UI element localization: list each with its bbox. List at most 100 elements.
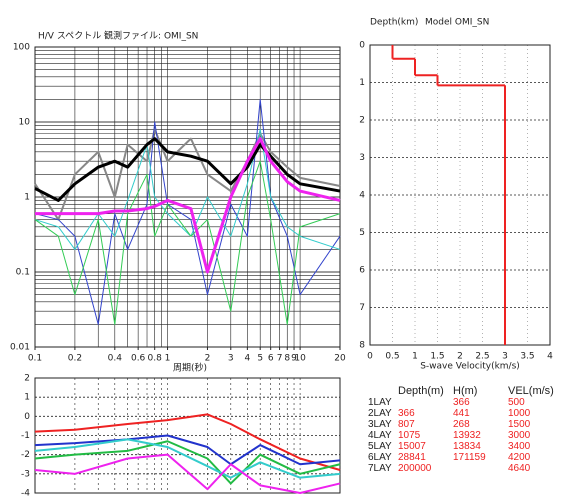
table-cell: 268 [453,419,470,430]
series-line [35,137,341,274]
table-cell: Depth(m) [398,385,444,397]
table-cell: 3000 [508,430,531,441]
table-row: 1LAY 366 500 [368,397,558,408]
x-tick-label: 1 [412,352,418,362]
x-tick-label: 4 [547,352,553,362]
x-tick-label: 1.5 [430,352,444,362]
table-cell: 3LAY [368,419,392,430]
x-tick-label: 3.5 [520,352,534,362]
series-line [34,434,341,466]
series-line [34,128,341,250]
table-cell: 15007 [398,441,426,452]
x-tick-label: 0 [367,352,373,362]
series-line [34,137,341,202]
y-tick-label: 5 [359,228,365,238]
x-tick-label: 6 [268,354,274,364]
series-line [34,440,341,485]
x-tick-label: 9 [291,354,297,364]
table-cell: 28841 [398,452,426,463]
y-tick-label: -2 [21,450,30,460]
table-cell: 366 [453,397,470,408]
table-row: 4LAY 1075 13932 3000 [368,430,558,441]
y-tick-label: 100 [13,43,30,53]
table-row: 5LAY 15007 13834 3400 [368,441,558,452]
x-tick-label: 20 [334,354,346,364]
y-tick-label: 2 [24,374,30,384]
table-row: 6LAY 28841 171159 4200 [368,452,558,463]
table-cell: 13932 [453,430,481,441]
y-tick-label: 10 [19,118,31,128]
x-tick-label: 2 [457,352,463,362]
table-cell: 4640 [508,463,531,474]
table-cell: 200000 [398,463,432,474]
y-tick-label: -4 [21,489,30,498]
table-cell: 6LAY [368,452,392,463]
y-tick-label: 0 [24,412,30,422]
series-line [34,413,341,471]
table-cell: 3400 [508,441,531,452]
series-line [34,128,341,221]
series-line [34,438,341,479]
x-tick-label: 1 [165,354,171,364]
x-tick-label: 0.6 [131,354,146,364]
y-tick-label: 1 [24,193,30,203]
series-line [34,453,341,494]
table-cell: 807 [398,419,415,430]
y-tick-label: 0.01 [10,343,30,353]
table-cell: 2LAY [368,408,392,419]
chart-subtitle: Model OMI_SN [425,18,489,28]
table-cell: VEL(m/s) [508,385,554,397]
y-tick-label: 7 [359,303,365,313]
y-tick-label: 2 [359,116,365,126]
y-tick-label: 0.1 [16,268,30,278]
table-cell: 441 [453,408,470,419]
table-cell: 7LAY [368,463,392,474]
series-line [34,160,341,325]
x-tick-label: 10 [294,354,306,364]
table-header: Depth(m) H(m) VEL(m/s) [368,386,558,397]
table-cell: 1500 [508,419,531,430]
x-tick-label: 4 [244,354,250,364]
table-cell: 500 [508,397,525,408]
x-tick-label: 8 [284,354,290,364]
x-tick-label: 7 [277,354,283,364]
y-tick-label: 1 [24,393,30,403]
x-tick-label: 5 [257,354,263,364]
chart-title: Depth(km) [370,18,418,28]
x-tick-label: 0.2 [68,354,82,364]
table-cell: 1000 [508,408,531,419]
chart-title: H/V スペクトル 観測ファイル: OMI_SN [38,30,198,42]
x-tick-label: 3 [502,352,508,362]
y-tick-label: 8 [359,341,365,351]
series-line [34,98,341,325]
table-row: 3LAY 807 268 1500 [368,419,558,430]
table-cell: 171159 [453,452,486,463]
y-tick-label: -1 [21,431,30,441]
plot-frame [369,44,551,346]
x-axis-label: S-wave Velocity(km/s) [420,362,520,372]
y-tick-label: -3 [21,469,30,479]
x-axis-label: 周期(秒) [173,362,207,374]
y-tick-label: 4 [359,191,365,201]
x-tick-label: 0.1 [28,354,42,364]
x-tick-label: 2.5 [475,352,489,362]
x-tick-label: 3 [228,354,234,364]
x-tick-label: 0.5 [385,352,399,362]
table-cell: 4LAY [368,430,392,441]
plot-frame [34,46,341,348]
x-tick-label: 2 [205,354,211,364]
plot-frame [34,377,341,494]
table-cell: 4200 [508,452,531,463]
x-tick-label: 0.4 [108,354,123,364]
table-cell: 1075 [398,430,421,441]
layer-table: Depth(m) H(m) VEL(m/s) 1LAY 366 500 2LAY 366 441… [368,386,558,475]
table-row: 2LAY 366 441 1000 [368,408,558,419]
table-row: 7LAY 200000 4640 [368,463,558,474]
y-tick-label: 1 [359,78,365,88]
table-cell: H(m) [453,385,478,397]
table-cell: 13834 [453,441,481,452]
y-tick-label: 6 [359,266,365,276]
y-tick-label: 3 [359,153,365,163]
